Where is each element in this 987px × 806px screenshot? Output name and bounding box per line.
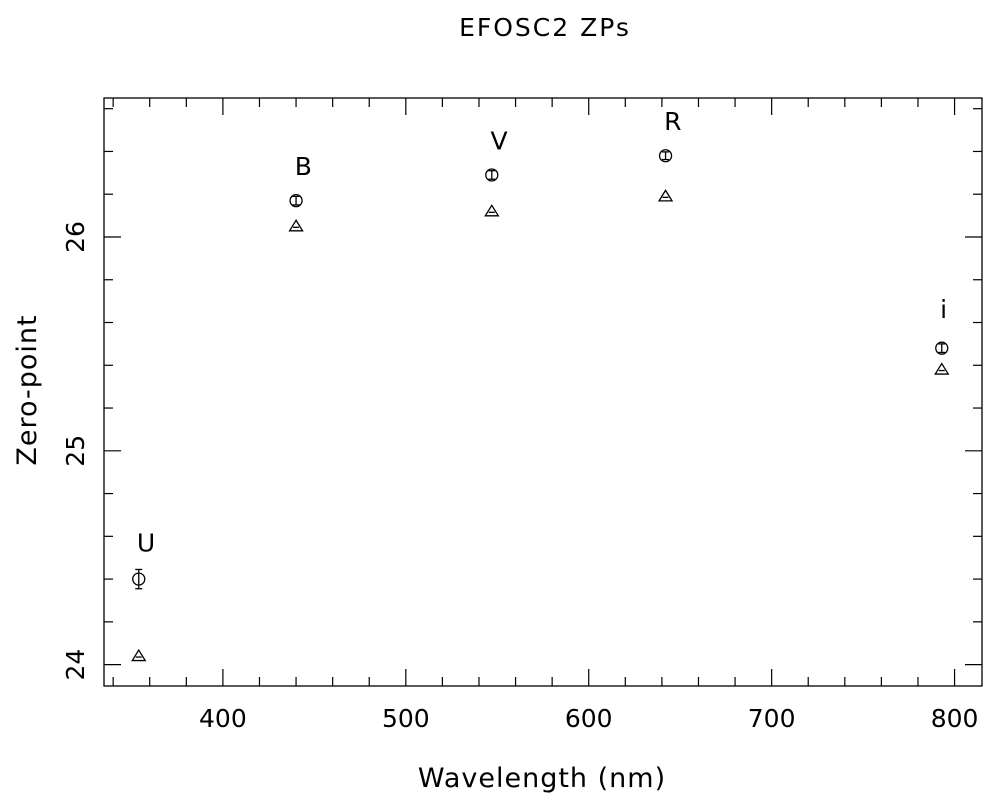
triangle-marker (288, 219, 304, 232)
x-tick-label: 500 (382, 704, 430, 733)
circle-marker (132, 568, 146, 590)
x-tick-label: 800 (931, 704, 979, 733)
x-tick-label: 400 (199, 704, 247, 733)
point-labels: U B V Ri (137, 107, 947, 557)
circle-marker (658, 149, 673, 163)
axis-ticks (104, 98, 982, 686)
plot-frame (103, 97, 983, 687)
point-label-R: R (664, 107, 681, 136)
x-tick-label: 600 (565, 704, 613, 733)
circle-marker (935, 341, 949, 355)
point-label-V: V (491, 126, 508, 155)
y-tick-label: 25 (61, 435, 90, 467)
triangle-marker (484, 204, 500, 217)
triangle-marker-shape (484, 204, 500, 217)
x-axis-label: Wavelength (nm) (418, 763, 666, 794)
triangle-marker-shape (934, 362, 950, 375)
triangle-marker (934, 362, 950, 375)
triangle-marker-shape (657, 189, 674, 202)
circle-marker (289, 193, 303, 208)
chart-title: EFOSC2 ZPs (459, 13, 631, 42)
y-axis-label: Zero-point (12, 314, 43, 465)
circle-marker-ring (485, 168, 499, 182)
point-label-B: B (295, 152, 312, 181)
y-tick-label: 26 (61, 221, 90, 253)
circle-marker-ring (658, 149, 673, 163)
triangle-marker-shape (131, 648, 147, 662)
y-tick-label: 24 (61, 649, 90, 681)
triangle-marker-shape (288, 219, 304, 232)
data-points (131, 149, 950, 662)
x-tick-label: 700 (748, 704, 796, 733)
circle-marker (485, 168, 499, 182)
triangle-marker (131, 648, 147, 662)
circle-marker-ring (935, 341, 949, 355)
circle-marker-ring (289, 193, 303, 208)
point-label-U: U (137, 528, 155, 557)
triangle-marker (657, 189, 674, 202)
tick-labels: 400 500 600 700 800 24 25 26 (61, 221, 978, 733)
point-label-i: i (940, 295, 947, 324)
